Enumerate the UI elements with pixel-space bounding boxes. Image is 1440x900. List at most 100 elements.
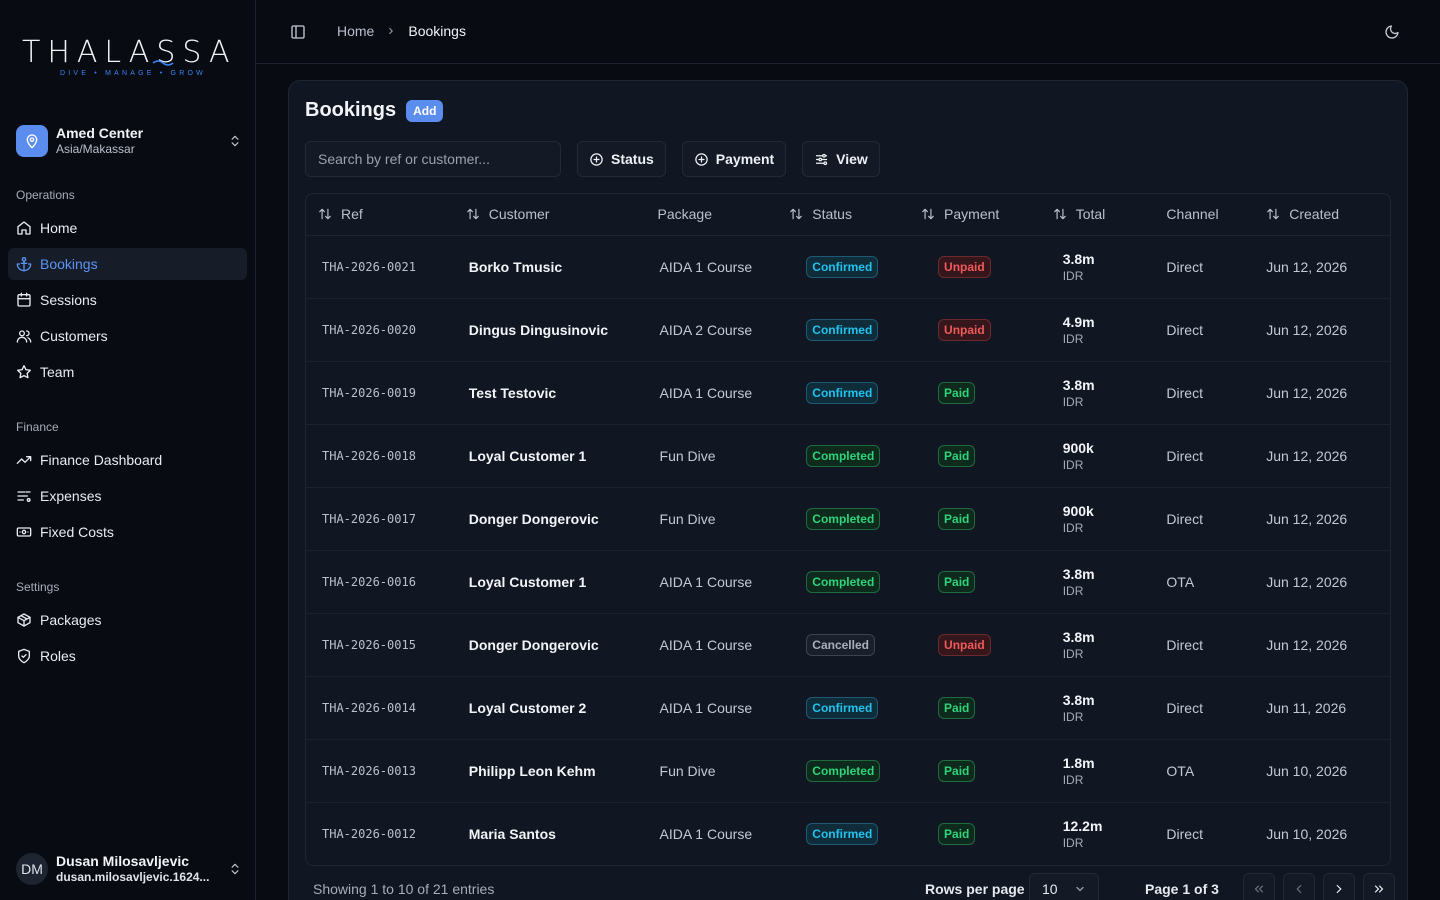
booking-ref: THA-2026-0017 [322,511,416,526]
payment-badge: Paid [938,570,976,593]
previous-page-button[interactable] [1283,873,1315,900]
channel: Direct [1166,510,1203,527]
column-header-customer[interactable]: Customer [453,194,648,236]
status-badge: Cancelled [806,633,875,656]
table-row[interactable]: THA-2026-0020 Dingus Dingusinovic AIDA 2… [306,298,1390,361]
column-header-total[interactable]: Total [1050,194,1151,236]
sidebar-item-fixed-costs[interactable]: Fixed Costs [8,516,247,548]
customer-name[interactable]: Dingus Dingusinovic [468,321,608,338]
moon-icon[interactable] [1384,24,1400,40]
status-badge: Completed [806,759,881,782]
chevron-right-icon [389,27,394,35]
table-row[interactable]: THA-2026-0016 Loyal Customer 1 AIDA 1 Co… [306,550,1390,613]
payment-badge: Unpaid [938,318,991,341]
table-row[interactable]: THA-2026-0012 Maria Santos AIDA 1 Course… [306,802,1390,865]
sidebar-item-customers[interactable]: Customers [8,320,247,352]
table-row[interactable]: THA-2026-0019 Test Testovic AIDA 1 Cours… [306,361,1390,424]
table-row[interactable]: THA-2026-0017 Donger Dongerovic Fun Dive… [306,487,1390,550]
first-page-button[interactable] [1243,873,1275,900]
table-row[interactable]: THA-2026-0014 Loyal Customer 2 AIDA 1 Co… [306,676,1390,739]
column-header-ref[interactable]: Ref [306,194,454,236]
total-currency: IDR [1062,520,1084,535]
channel: Direct [1166,321,1203,338]
total-amount: 3.8m [1062,250,1095,267]
avatar: DM [16,853,48,885]
home-icon [17,221,31,235]
total-amount: 3.8m [1062,628,1095,645]
package-icon [17,613,31,627]
column-header-created[interactable]: Created [1250,194,1390,236]
receipt-icon [17,491,31,502]
sidebar-toggle-icon[interactable] [290,24,306,40]
customer-name[interactable]: Test Testovic [468,384,557,401]
customer-name[interactable]: Borko Tmusic [468,258,563,275]
customer-name[interactable]: Maria Santos [468,825,556,842]
sidebar-item-bookings[interactable]: Bookings [8,248,247,280]
total-amount: 3.8m [1062,376,1095,393]
next-page-button[interactable] [1323,873,1355,900]
created-date: Jun 12, 2026 [1266,258,1348,275]
customer-name[interactable]: Loyal Customer 1 [468,447,587,464]
add-booking-button[interactable]: Add [406,99,444,122]
channel: OTA [1166,573,1195,590]
customer-name[interactable]: Loyal Customer 1 [468,573,587,590]
customer-name[interactable]: Philipp Leon Kehm [468,762,596,779]
page-title: Bookings [305,99,397,121]
sidebar-item-home[interactable]: Home [8,212,247,244]
rows-per-page-select[interactable]: 10 [1029,873,1099,900]
sidebar-item-packages[interactable]: Packages [8,604,247,636]
column-header-status[interactable]: Status [789,194,922,236]
view-options-button[interactable]: View [802,141,880,177]
table-row[interactable]: THA-2026-0021 Borko Tmusic AIDA 1 Course… [306,235,1390,298]
payment-badge: Unpaid [938,255,991,278]
sidebar-item-team[interactable]: Team [8,356,247,388]
column-header-channel: Channel [1150,194,1251,236]
customer-name[interactable]: Donger Dongerovic [468,636,599,653]
booking-ref: THA-2026-0020 [322,322,416,337]
package-name: Fun Dive [659,762,716,779]
last-page-button[interactable] [1363,873,1395,900]
plus-circle-icon [590,152,603,166]
package-name: AIDA 1 Course [659,573,753,590]
sidebar-item-finance-dashboard[interactable]: Finance Dashboard [8,444,247,476]
payment-filter-button[interactable]: Payment [681,141,787,177]
total-amount: 3.8m [1062,691,1095,708]
search-input[interactable] [305,141,561,177]
sidebar-item-expenses[interactable]: Expenses [8,480,247,512]
total-currency: IDR [1062,646,1084,661]
sort-icon [466,209,479,220]
table-row[interactable]: THA-2026-0018 Loyal Customer 1 Fun Dive … [306,424,1390,487]
package-name: AIDA 1 Course [659,636,753,653]
created-date: Jun 12, 2026 [1266,510,1348,527]
payment-badge: Paid [938,696,976,719]
status-badge: Confirmed [806,318,879,341]
created-date: Jun 12, 2026 [1266,636,1348,653]
created-date: Jun 10, 2026 [1266,825,1348,842]
customer-name[interactable]: Loyal Customer 2 [468,699,587,716]
column-header-payment[interactable]: Payment [921,194,1051,236]
customer-name[interactable]: Donger Dongerovic [468,510,599,527]
sidebar-item-sessions[interactable]: Sessions [8,284,247,316]
breadcrumb-home[interactable]: Home [337,23,375,39]
logo-wordmark: THALASSA [22,35,237,70]
status-badge: Confirmed [806,822,879,845]
user-menu[interactable]: DM Dusan Milosavljevic dusan.milosavljev… [16,852,242,886]
booking-ref: THA-2026-0016 [322,574,416,589]
sidebar-item-roles[interactable]: Roles [8,640,247,672]
total-amount: 3.8m [1062,565,1095,582]
table-row[interactable]: THA-2026-0013 Philipp Leon Kehm Fun Dive… [306,739,1390,802]
total-amount: 12.2m [1062,817,1103,834]
created-date: Jun 12, 2026 [1266,447,1348,464]
chevrons-up-down-icon [231,135,239,147]
table-row[interactable]: THA-2026-0015 Donger Dongerovic AIDA 1 C… [306,613,1390,676]
status-filter-button[interactable]: Status [577,141,666,177]
sidebar-item-label: Expenses [40,488,102,504]
thalassa-logo[interactable]: THALASSA DIVE • MANAGE • GROW [22,38,234,78]
chevrons-up-down-icon [231,863,239,875]
user-email: dusan.milosavljevic.1624... [56,870,210,884]
channel: Direct [1166,258,1203,275]
column-header-label: Package [657,206,712,223]
workspace-switcher[interactable]: Amed Center Asia/Makassar [16,123,242,159]
toolbar: Status Payment View [305,141,880,177]
status-badge: Completed [806,444,881,467]
